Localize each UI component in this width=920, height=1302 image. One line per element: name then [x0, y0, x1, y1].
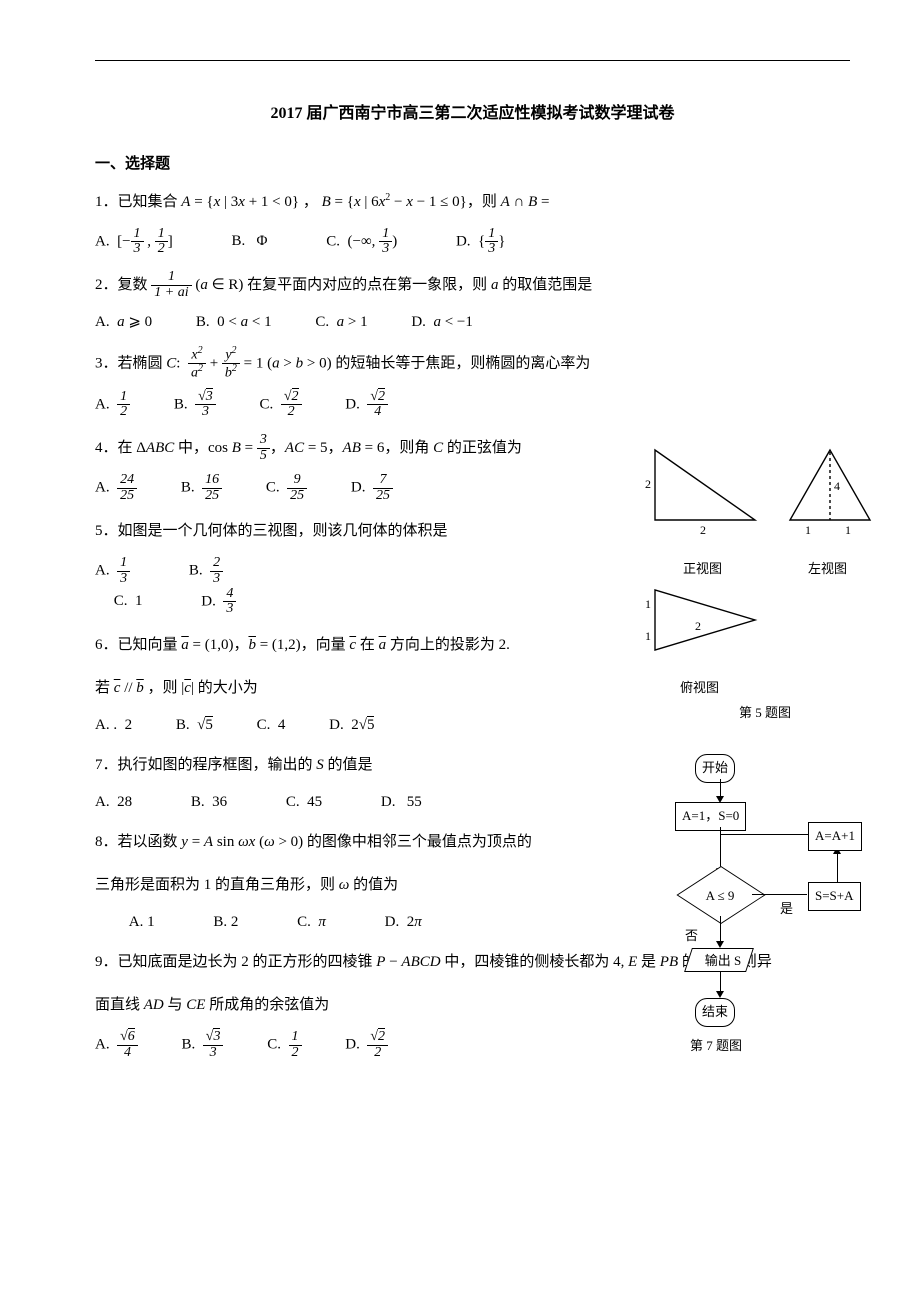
q1-opt-C: C. (−∞, 13) — [326, 227, 397, 257]
q1-opt-B: B. Φ — [232, 229, 268, 253]
q9-opt-B: B. 33 — [182, 1030, 224, 1060]
q6-opt-A: A. . 2 — [95, 713, 132, 737]
svg-text:2: 2 — [695, 619, 701, 633]
three-view-figure: 2 2 4 1 1 正视图 左视图 1 — [640, 440, 890, 724]
q5-opt-D: D. 43 — [201, 587, 236, 617]
q9-opt-A: A. 64 — [95, 1030, 138, 1060]
svg-text:1: 1 — [805, 523, 811, 537]
q7-opt-A: A. 28 — [95, 790, 132, 814]
q4-opt-C: C. 925 — [266, 473, 307, 503]
q8-opt-D: D. 2π — [385, 910, 422, 934]
q7-opt-C: C. 45 — [286, 790, 322, 814]
top-view-label: 俯视图 — [680, 678, 890, 699]
q4-opt-B: B. 1625 — [181, 473, 222, 503]
q8-opt-C: C. π — [297, 910, 326, 934]
question-2: 2．复数 11 + ai (a ∈ R) 在复平面内对应的点在第一象限，则 a … — [95, 269, 850, 302]
q2-opt-A: A. a ⩾ 0 — [95, 310, 152, 334]
right-figures: 2 2 4 1 1 正视图 左视图 1 — [640, 440, 890, 1134]
question-7: 7．执行如图的程序框图，输出的 S 的值是 — [95, 749, 655, 782]
flow-output: 输出 S — [688, 948, 758, 972]
question-8a: 8．若以函数 y = A sin ωx (ω > 0) 的图像中相邻三个最值点为… — [95, 826, 655, 859]
question-3-options: A. 12 B. 33 C. 22 D. 24 — [95, 390, 850, 420]
q9-opt-C: C. 12 — [267, 1030, 301, 1060]
question-1-options: A. [−13 , 12] B. Φ C. (−∞, 13) D. {13} — [95, 227, 850, 257]
flow-update-s: S=S+A — [808, 882, 861, 911]
flow-update-a: A=A+1 — [808, 822, 862, 851]
q3-opt-C: C. 22 — [260, 390, 302, 420]
question-8b: 三角形是面积为 1 的直角三角形，则 ω 的值为 — [95, 869, 655, 902]
q9-opt-D: D. 22 — [345, 1030, 388, 1060]
q2-opt-B: B. 0 < a < 1 — [196, 310, 272, 334]
q3-opt-A: A. 12 — [95, 390, 130, 420]
flow-init: A=1，S=0 — [675, 802, 746, 831]
q8-opt-B: B. 2 — [213, 910, 238, 934]
svg-text:1: 1 — [845, 523, 851, 537]
q1-opt-D: D. {13} — [456, 227, 506, 257]
q5-opt-B: B. 23 — [189, 556, 223, 586]
q6-opt-C: C. 4 — [257, 713, 286, 737]
q6-opt-D: D. 25 — [329, 713, 374, 737]
flow-yes: 是 — [780, 899, 793, 920]
fig7-caption: 第 7 题图 — [690, 1036, 742, 1057]
q4-opt-D: D. 725 — [351, 473, 393, 503]
flow-no: 否 — [685, 926, 698, 947]
q8-opt-A: A. 1 — [129, 910, 155, 934]
q1-opt-A: A. [−13 , 12] — [95, 227, 173, 257]
flow-condition: A ≤ 9 — [685, 874, 755, 914]
q6-opt-B: B. 5 — [176, 713, 213, 737]
svg-text:2: 2 — [645, 477, 651, 491]
flow-end: 结束 — [695, 998, 735, 1027]
front-view-label: 正视图 — [683, 559, 722, 580]
header-rule — [95, 60, 850, 61]
exam-page: 2017 届广西南宁市高三第二次适应性模拟考试数学理试卷 一、选择题 1．已知集… — [0, 0, 920, 1113]
question-5-options: A. 13 B. 23 C. 1 D. 43 — [95, 556, 655, 617]
question-6b: 若 c // b ，则 |c| 的大小为 — [95, 672, 655, 705]
three-view-svg: 2 2 4 1 1 — [640, 440, 880, 550]
flow-start: 开始 — [695, 754, 735, 783]
q2-opt-C: C. a > 1 — [315, 310, 367, 334]
q4-opt-A: A. 2425 — [95, 473, 137, 503]
q5-opt-C: C. 1 — [114, 589, 143, 613]
question-8-options: A. 1 B. 2 C. π D. 2π — [95, 910, 655, 934]
section-1-heading: 一、选择题 — [95, 152, 850, 176]
q5-opt-A: A. 13 — [95, 556, 130, 586]
question-6: 6．已知向量 a = (1,0)，b = (1,2)，向量 c 在 a 方向上的… — [95, 629, 655, 662]
svg-text:1: 1 — [645, 629, 651, 643]
q7-opt-D: D. 55 — [381, 790, 422, 814]
question-7-options: A. 28 B. 36 C. 45 D. 55 — [95, 790, 655, 814]
question-6-options: A. . 2 B. 5 C. 4 D. 25 — [95, 713, 655, 737]
question-3: 3．若椭圆 C: x2a2 + y2b2 = 1 (a > b > 0) 的短轴… — [95, 346, 850, 382]
q7-opt-B: B. 36 — [191, 790, 227, 814]
svg-text:2: 2 — [700, 523, 706, 537]
question-1: 1．已知集合 A = {x | 3x + 1 < 0} ， B = {x | 6… — [95, 186, 850, 219]
svg-text:1: 1 — [645, 597, 651, 611]
svg-text:4: 4 — [834, 479, 840, 493]
question-2-options: A. a ⩾ 0 B. 0 < a < 1 C. a > 1 D. a < −1 — [95, 310, 850, 334]
q3-opt-D: D. 24 — [345, 390, 388, 420]
fig5-caption: 第 5 题图 — [640, 703, 890, 724]
top-view-svg: 1 1 2 — [640, 580, 780, 670]
question-5: 5．如图是一个几何体的三视图，则该几何体的体积是 — [95, 515, 655, 548]
side-view-label: 左视图 — [808, 559, 847, 580]
flowchart-figure: 开始 A=1，S=0 A ≤ 9 是 S=S+A A=A+1 — [640, 754, 880, 1134]
q2-opt-D: D. a < −1 — [411, 310, 473, 334]
page-title: 2017 届广西南宁市高三第二次适应性模拟考试数学理试卷 — [95, 101, 850, 127]
q3-opt-B: B. 33 — [174, 390, 216, 420]
